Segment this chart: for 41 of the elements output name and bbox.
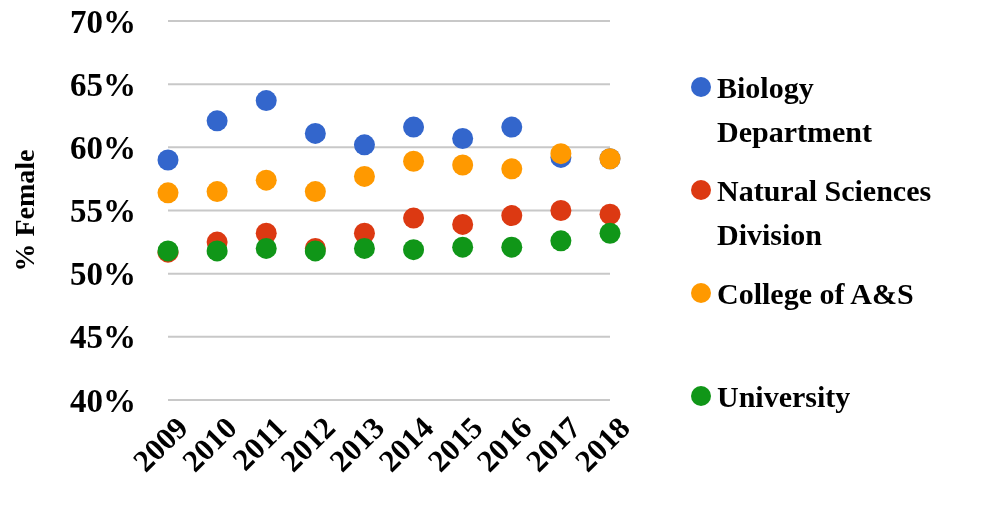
point [206, 240, 228, 262]
y-tick-label: 45% [70, 319, 136, 356]
y-tick-label: 55% [70, 193, 136, 230]
point [403, 116, 425, 138]
point [599, 203, 621, 225]
point [550, 200, 572, 221]
point [353, 165, 375, 187]
point [255, 237, 277, 259]
point [353, 237, 375, 259]
point [452, 213, 474, 235]
point [452, 236, 474, 258]
point [403, 150, 425, 172]
point [501, 116, 523, 138]
point [353, 134, 375, 156]
point [501, 205, 523, 227]
point [157, 149, 179, 171]
legend-label: University [717, 379, 851, 413]
y-tick-label: 60% [70, 129, 136, 166]
point [403, 207, 425, 229]
point [599, 222, 621, 244]
point [206, 110, 228, 132]
point [501, 236, 523, 258]
y-tick-label: 70% [70, 3, 136, 40]
point [501, 158, 523, 180]
point [304, 181, 326, 203]
legend-label: Biology Department [717, 70, 872, 148]
point [255, 90, 277, 112]
y-tick-label: 40% [70, 382, 136, 419]
y-axis-title: % Female [9, 149, 40, 272]
y-tick-label: 65% [70, 66, 136, 103]
legend-label: College of A&S [717, 276, 914, 310]
point [206, 181, 228, 203]
point [157, 182, 179, 204]
point [403, 239, 425, 261]
point [452, 127, 474, 149]
point [452, 154, 474, 176]
point [255, 169, 277, 191]
point [550, 230, 572, 252]
point [304, 122, 326, 144]
legend-label: Natural Sciences Division [717, 173, 932, 251]
y-tick-label: 50% [70, 256, 136, 293]
